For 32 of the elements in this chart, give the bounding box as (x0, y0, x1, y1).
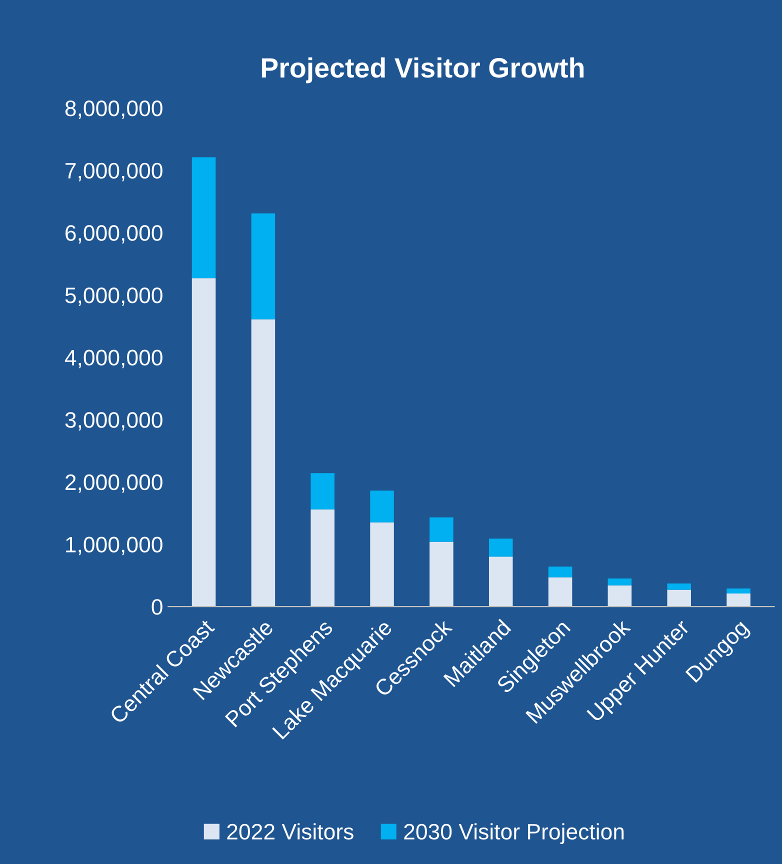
bar (192, 157, 216, 278)
bar (430, 542, 454, 607)
bar (548, 577, 572, 607)
chart-title: Projected Visitor Growth (262, 57, 584, 84)
bar (251, 319, 276, 607)
bar (251, 213, 276, 320)
y-tick-label: 5,000,000 (65, 287, 162, 306)
bar (310, 509, 334, 607)
y-tick-label: 4,000,000 (64, 350, 162, 368)
bar (370, 490, 394, 522)
bar (667, 583, 691, 590)
y-tick-label: 8,000,000 (65, 100, 162, 119)
legend-label: 2022 Visitors (227, 823, 354, 840)
y-tick-label: 2,000,000 (66, 474, 162, 493)
bar (726, 588, 750, 594)
bar (667, 590, 691, 607)
legend-label: 2030 Visitor Projection (404, 823, 624, 844)
bar (370, 522, 394, 607)
y-tick-label: 7,000,000 (66, 162, 162, 182)
bar (548, 566, 572, 578)
bar (488, 556, 513, 607)
bar (608, 585, 632, 607)
bar (310, 473, 334, 510)
y-tick-label: 0 (152, 599, 162, 615)
bar (430, 517, 454, 542)
bar (488, 538, 513, 557)
y-tick-label: 6,000,000 (66, 225, 162, 244)
bar (192, 278, 216, 607)
y-tick-label: 1,000,000 (66, 536, 162, 556)
bar (726, 593, 750, 607)
bar (608, 578, 632, 586)
y-tick-label: 3,000,000 (65, 412, 162, 430)
